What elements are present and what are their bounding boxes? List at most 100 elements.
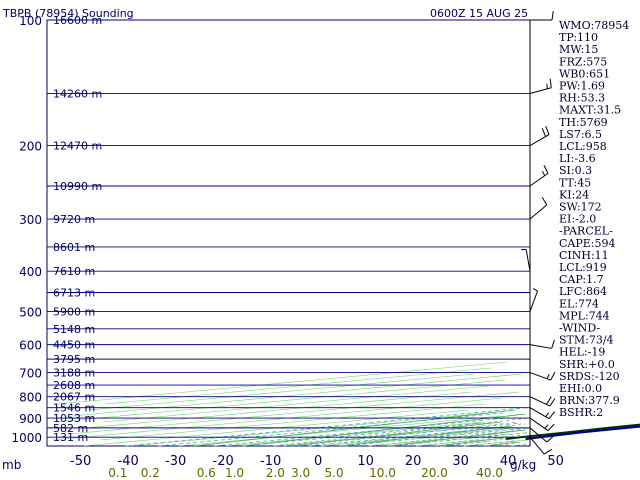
- height-level-label: 8601 m: [53, 241, 95, 254]
- isotherm: [88, 373, 475, 411]
- height-level-label: 1053 m: [53, 412, 95, 425]
- index-entry: LCL:958: [559, 140, 607, 153]
- height-level-label: 7610 m: [53, 265, 95, 278]
- mixing-ratio-label: 40.0: [476, 466, 503, 480]
- wind-barb: [529, 165, 549, 187]
- mixing-ratio-label: 1.0: [225, 466, 244, 480]
- mixing-ratio-line: [283, 422, 522, 447]
- temperature-tick-label: 20: [405, 454, 422, 469]
- pressure-tick-label: 300: [19, 213, 42, 227]
- isotherm: [178, 415, 500, 447]
- pressure-tick-label: 900: [19, 412, 42, 426]
- wind-barb: [529, 126, 550, 147]
- time-label: 0600Z 15 AUG 25: [430, 7, 528, 20]
- index-entry: SHR:+0.0: [559, 358, 615, 371]
- height-level-label: 3188 m: [53, 367, 95, 380]
- isotherm: [69, 391, 519, 435]
- index-entry: BSHR:2: [559, 406, 603, 419]
- temperature-tick-label: 0: [314, 454, 322, 469]
- index-entry: CAP:1.7: [559, 273, 604, 286]
- pressure-tick-label: 400: [19, 265, 42, 279]
- height-level-label: 6713 m: [53, 286, 95, 299]
- isotherm: [105, 367, 491, 405]
- pressure-tick-label: 200: [19, 140, 42, 154]
- index-entry: TT:45: [559, 176, 591, 189]
- mixing-ratio-label: 0.1: [108, 466, 127, 480]
- index-entry: TH:5769: [559, 116, 608, 129]
- x-axis-unit: g/kg: [510, 458, 536, 472]
- isotherm: [72, 373, 522, 417]
- height-level-label: 3795 m: [53, 353, 95, 366]
- pressure-tick-label: 600: [19, 339, 42, 353]
- mixing-ratio-line: [442, 441, 488, 447]
- background-lines: [46, 19, 531, 447]
- index-entry: CINH:11: [559, 249, 609, 262]
- index-entry: EL:774: [559, 297, 599, 310]
- isotherm: [226, 421, 483, 447]
- mixing-ratio-label: 0.2: [141, 466, 160, 480]
- temperature-tick-label: 30: [452, 454, 469, 469]
- wind-barb: [529, 407, 556, 420]
- height-level-labels: 16600 m 14260 m 12470 m 10990 m 9720 m 8601 m…: [53, 14, 102, 444]
- wind-barb: [521, 248, 531, 272]
- y-axis-unit: mb: [2, 458, 21, 472]
- mixing-ratio-label: 3.0: [291, 466, 310, 480]
- plot-frame: [46, 19, 531, 447]
- dry-adiabat: [435, 437, 504, 447]
- height-level-label: 1546 m: [53, 402, 95, 415]
- mixing-ratio-line: [242, 422, 482, 447]
- temperature-tick-label: -10: [260, 454, 281, 469]
- height-level-label: 16600 m: [53, 14, 102, 27]
- index-entry: SRDS:-120: [559, 370, 620, 383]
- wind-barb: [529, 371, 556, 381]
- mixing-ratio-label: 10.0: [369, 466, 396, 480]
- wind-barb: [529, 427, 554, 443]
- temperature-tick-label: -20: [213, 454, 234, 469]
- height-level-label: 2067 m: [53, 391, 95, 404]
- isotherm: [100, 403, 486, 441]
- moist-adiabat: [297, 421, 518, 447]
- isobar-grid: [47, 19, 530, 438]
- wind-barb: [529, 78, 552, 94]
- index-entry: STM:73/4: [559, 334, 614, 347]
- mixing-ratio-ticks: 0.1 0.2 0.6 1.0 2.0 3.0 5.0 10.0 20.0 40.0: [108, 466, 503, 480]
- index-entry: LCL:919: [559, 261, 607, 274]
- mixing-ratio-label: 20.0: [421, 466, 448, 480]
- mixing-ratio-line: [390, 432, 529, 447]
- wind-barbs: [521, 11, 556, 455]
- wind-barb: [530, 11, 554, 21]
- index-entry: TP:110: [559, 31, 598, 44]
- pressure-tick-label: 1000: [11, 431, 42, 445]
- moist-adiabat: [368, 429, 524, 447]
- height-level-label: 14260 m: [53, 87, 102, 100]
- height-level-label: 5900 m: [53, 306, 95, 319]
- index-entry: LS7:6.5: [559, 128, 602, 141]
- index-entry: WMO:78954: [559, 19, 629, 32]
- index-entry: RH:53.3: [559, 92, 605, 105]
- isotherm: [368, 433, 498, 447]
- index-entry: SW:172: [559, 201, 602, 214]
- temperature-ticks: -50 -40 -30 -20 -10 0 10 20 30 40 50: [70, 454, 564, 469]
- index-entry: MPL:744: [559, 309, 610, 322]
- mixing-ratio-line: [214, 417, 505, 447]
- chart-title: TBPB (78954) Sounding: [2, 7, 134, 20]
- temperature-tick-label: -40: [118, 454, 139, 469]
- pressure-ticks: 100 200 300 400 500 600 700 800 900 1000: [11, 14, 42, 445]
- isotherm: [55, 379, 505, 423]
- temperature-tick-label: 10: [357, 454, 374, 469]
- index-entry: MAXT:31.5: [559, 104, 621, 117]
- wind-barb: [529, 396, 556, 407]
- dry-adiabat: [483, 441, 518, 447]
- height-level-label: 10990 m: [53, 180, 102, 193]
- wind-barb: [529, 417, 555, 432]
- height-level-label: 12470 m: [53, 140, 102, 153]
- index-entry: MW:15: [559, 43, 598, 56]
- isotherm: [52, 397, 503, 441]
- index-entry: EHI:0.0: [559, 382, 602, 395]
- wind-barb: [529, 436, 553, 455]
- index-entry: CAPE:594: [559, 237, 616, 250]
- index-entry: LI:-3.6: [559, 152, 596, 165]
- index-entry: -WIND-: [559, 322, 600, 335]
- isotherm: [102, 385, 489, 423]
- index-entry: PW:1.69: [559, 80, 605, 93]
